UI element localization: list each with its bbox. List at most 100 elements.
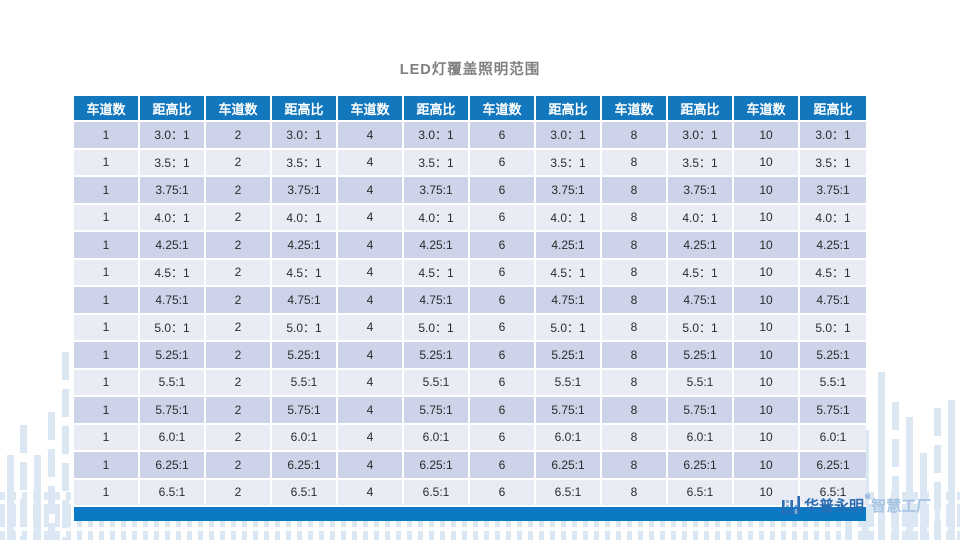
lanes-cell: 4	[338, 479, 404, 507]
ratio-cell: 4.25:1	[404, 232, 470, 260]
ratio-cell: 4.25:1	[140, 232, 206, 260]
table-row: 1 3.0：1 2 3.0：1 4 3.0：1 6 3.0：1 8 3.0：1 10 3.0：1	[74, 122, 866, 150]
ratio-cell: 5.75:1	[140, 397, 206, 425]
ratio-cell: 3.75:1	[800, 177, 866, 205]
ratio-cell: 4.75:1	[536, 287, 602, 315]
lanes-cell: 6	[470, 232, 536, 260]
lanes-cell: 1	[74, 177, 140, 205]
lanes-cell: 4	[338, 369, 404, 397]
ratio-cell: 5.5:1	[404, 369, 470, 397]
lanes-cell: 10	[734, 259, 800, 287]
lanes-cell: 10	[734, 287, 800, 315]
ratio-cell: 6.0:1	[272, 424, 338, 452]
hpwinner-bars-logo-icon	[782, 496, 800, 514]
header-cell-lanes: 车道数	[470, 96, 536, 122]
ratio-cell: 5.0：1	[272, 314, 338, 342]
lanes-cell: 6	[470, 177, 536, 205]
decor-bar	[48, 412, 55, 540]
ratio-cell: 3.0：1	[536, 122, 602, 150]
ratio-cell: 5.75:1	[800, 397, 866, 425]
ratio-cell: 4.75:1	[140, 287, 206, 315]
lanes-cell: 10	[734, 397, 800, 425]
lanes-cell: 2	[206, 287, 272, 315]
header-cell-lanes: 车道数	[734, 96, 800, 122]
ratio-cell: 6.25:1	[140, 452, 206, 480]
ratio-cell: 3.75:1	[272, 177, 338, 205]
table-header: 车道数 距高比 车道数 距高比 车道数 距高比 车道数 距高比 车道数 距高比 车道数 距高比	[74, 96, 866, 122]
lanes-cell: 6	[470, 342, 536, 370]
table-row: 1 6.0:1 2 6.0:1 4 6.0:1 6 6.0:1 8 6.0:1 10 6.0:1	[74, 424, 866, 452]
table-row: 1 4.25:1 2 4.25:1 4 4.25:1 6 4.25:1 8 4.25:1 10 4.2…	[74, 232, 866, 260]
lanes-cell: 6	[470, 424, 536, 452]
ratio-cell: 5.25:1	[272, 342, 338, 370]
ratio-cell: 6.25:1	[536, 452, 602, 480]
ratio-cell: 5.25:1	[668, 342, 734, 370]
lanes-cell: 8	[602, 479, 668, 507]
lanes-cell: 10	[734, 479, 800, 507]
ratio-cell: 4.75:1	[404, 287, 470, 315]
lanes-cell: 6	[470, 369, 536, 397]
lanes-cell: 8	[602, 232, 668, 260]
header-cell-ratio: 距高比	[404, 96, 470, 122]
ratio-cell: 4.0：1	[668, 204, 734, 232]
lanes-cell: 10	[734, 369, 800, 397]
ratio-cell: 6.5:1	[404, 479, 470, 507]
lanes-cell: 4	[338, 424, 404, 452]
decor-bar	[934, 408, 941, 540]
lanes-cell: 8	[602, 177, 668, 205]
ratio-cell: 5.0：1	[668, 314, 734, 342]
ratio-cell: 4.75:1	[668, 287, 734, 315]
ratio-cell: 3.75:1	[536, 177, 602, 205]
ratio-cell: 5.5:1	[272, 369, 338, 397]
ratio-cell: 6.25:1	[272, 452, 338, 480]
ratio-cell: 6.5:1	[800, 479, 866, 507]
header-cell-lanes: 车道数	[74, 96, 140, 122]
ratio-cell: 4.5：1	[140, 259, 206, 287]
lanes-cell: 2	[206, 369, 272, 397]
header-cell-ratio: 距高比	[272, 96, 338, 122]
lanes-cell: 2	[206, 397, 272, 425]
lanes-cell: 6	[470, 314, 536, 342]
lanes-cell: 2	[206, 452, 272, 480]
lanes-cell: 4	[338, 122, 404, 150]
lanes-cell: 6	[470, 149, 536, 177]
lanes-cell: 10	[734, 204, 800, 232]
ratio-cell: 5.0：1	[404, 314, 470, 342]
decor-bar	[20, 425, 27, 540]
ratio-cell: 4.25:1	[800, 232, 866, 260]
lanes-cell: 1	[74, 424, 140, 452]
decor-bar	[878, 372, 885, 540]
ratio-cell: 3.75:1	[668, 177, 734, 205]
ratio-cell: 5.25:1	[140, 342, 206, 370]
lanes-cell: 8	[602, 287, 668, 315]
header-cell-lanes: 车道数	[338, 96, 404, 122]
lanes-cell: 2	[206, 232, 272, 260]
ratio-cell: 3.75:1	[404, 177, 470, 205]
lanes-cell: 4	[338, 204, 404, 232]
brand-suffix-text: 智慧工厂	[871, 498, 932, 515]
lanes-cell: 2	[206, 204, 272, 232]
page-title: LED灯覆盖照明范围	[399, 62, 541, 78]
coverage-table: 车道数 距高比 车道数 距高比 车道数 距高比 车道数 距高比 车道数 距高比 车道数 距高比 1 3.…	[74, 96, 866, 507]
lanes-cell: 1	[74, 342, 140, 370]
ratio-cell: 6.5:1	[140, 479, 206, 507]
lanes-cell: 8	[602, 314, 668, 342]
lanes-cell: 4	[338, 397, 404, 425]
lanes-cell: 2	[206, 149, 272, 177]
decor-bar	[62, 352, 69, 540]
decor-bar	[906, 417, 913, 540]
lanes-cell: 1	[74, 452, 140, 480]
lanes-cell: 6	[470, 259, 536, 287]
ratio-cell: 3.0：1	[272, 122, 338, 150]
ratio-cell: 5.25:1	[404, 342, 470, 370]
lanes-cell: 8	[602, 149, 668, 177]
lanes-cell: 1	[74, 479, 140, 507]
ratio-cell: 3.0：1	[404, 122, 470, 150]
ratio-cell: 5.0：1	[536, 314, 602, 342]
ratio-cell: 4.0：1	[140, 204, 206, 232]
ratio-cell: 6.0:1	[404, 424, 470, 452]
ratio-cell: 3.0：1	[800, 122, 866, 150]
lanes-cell: 8	[602, 204, 668, 232]
ratio-cell: 3.5：1	[404, 149, 470, 177]
table-row: 1 3.75:1 2 3.75:1 4 3.75:1 6 3.75:1 8 3.75:1 10 3.7…	[74, 177, 866, 205]
